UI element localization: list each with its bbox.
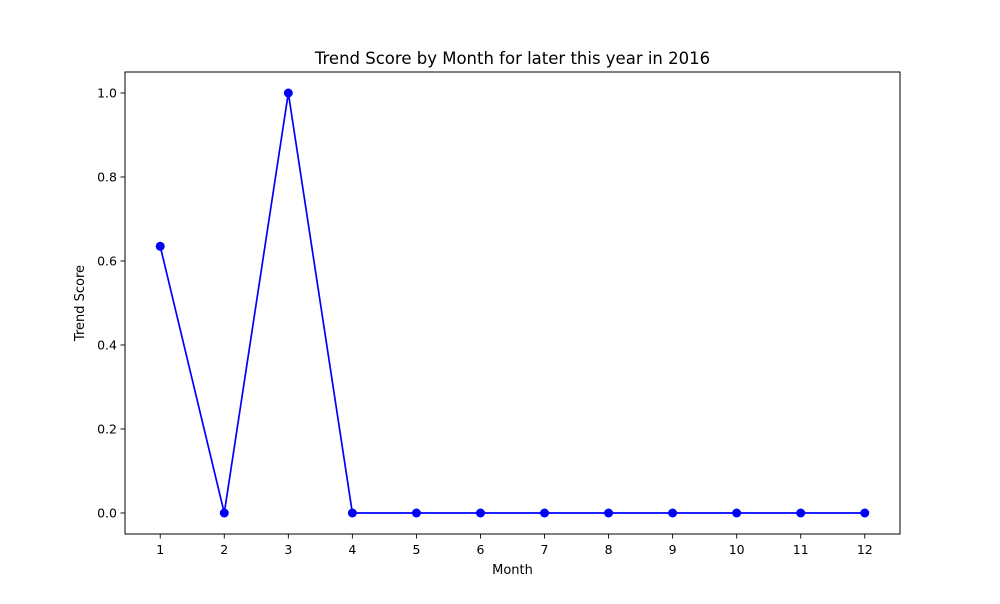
plot-area [124, 71, 901, 535]
series-layer [155, 88, 870, 518]
x-axis: 1 2 3 4 5 6 7 8 9 10 11 12 [156, 534, 873, 557]
data-point [155, 241, 165, 251]
x-tick-label: 9 [669, 542, 677, 557]
x-tick-label: 5 [412, 542, 420, 557]
data-point [860, 508, 870, 518]
data-point [283, 88, 293, 98]
chart-title: Trend Score by Month for later this year… [314, 49, 710, 68]
x-tick-label: 1 [156, 542, 164, 557]
y-tick-label: 0.8 [97, 170, 117, 185]
x-tick-label: 4 [348, 542, 356, 557]
x-tick-label: 8 [605, 542, 613, 557]
plot-frame [124, 71, 901, 535]
data-point [475, 508, 485, 518]
data-point [796, 508, 806, 518]
series-line [159, 92, 865, 514]
data-point [219, 508, 229, 518]
x-tick-label: 6 [476, 542, 484, 557]
x-tick-label: 3 [284, 542, 292, 557]
x-tick-label: 11 [793, 542, 809, 557]
data-point [411, 508, 421, 518]
y-axis: 0.0 0.2 0.4 0.6 0.8 1.0 [97, 86, 125, 521]
data-point [540, 508, 550, 518]
y-tick-label: 0.4 [97, 338, 117, 353]
x-tick-label: 10 [729, 542, 745, 557]
y-tick-label: 0.6 [97, 254, 117, 269]
data-point [732, 508, 742, 518]
y-tick-label: 0.2 [97, 422, 117, 437]
y-axis-label: Trend Score [73, 265, 88, 342]
x-tick-label: 12 [857, 542, 873, 557]
data-point [347, 508, 357, 518]
data-point [604, 508, 614, 518]
x-tick-label: 7 [541, 542, 549, 557]
y-tick-label: 0.0 [97, 506, 117, 521]
y-tick-label: 1.0 [97, 86, 117, 101]
x-tick-label: 2 [220, 542, 228, 557]
data-point [668, 508, 678, 518]
x-axis-label: Month [492, 563, 533, 578]
